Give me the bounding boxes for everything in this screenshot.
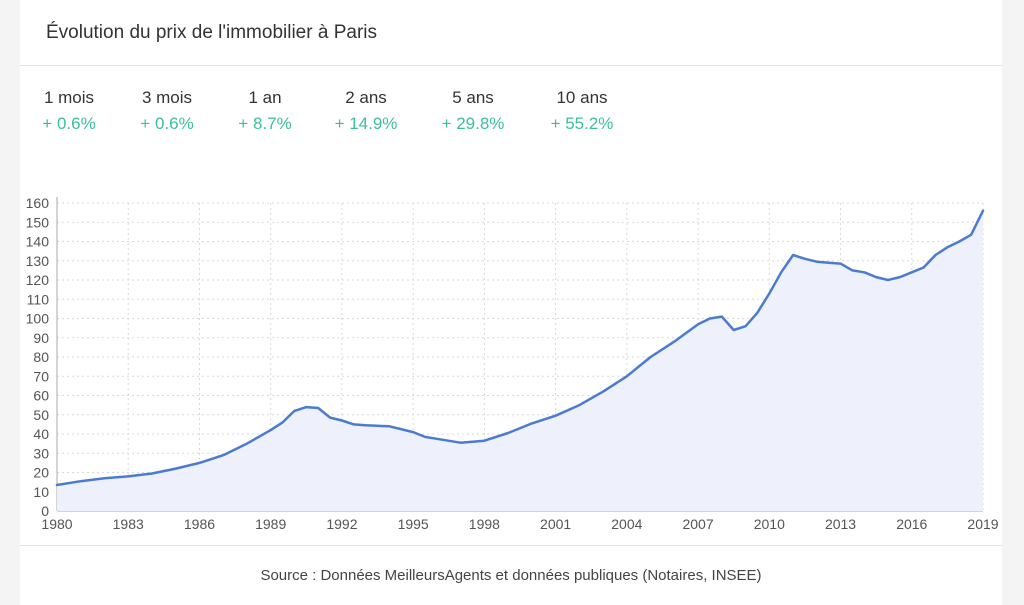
- stat-value: + 55.2%: [550, 114, 614, 133]
- chart-container: 0 10 20 30 40 50 60 70 80 90 100 110 120 130 140 150 160…: [26, 195, 999, 532]
- stat-10-years: 10 ans + 55.2%: [551, 88, 614, 134]
- x-tick-label: 1989: [255, 516, 286, 532]
- stat-value: + 29.8%: [441, 114, 505, 133]
- price-chart: 0 10 20 30 40 50 60 70 80 90 100 110 120 130 140 150 160…: [26, 195, 999, 532]
- series-line: [55, 209, 985, 487]
- x-tick-label: 1992: [326, 516, 357, 532]
- stat-5-years: 5 ans + 29.8%: [442, 88, 505, 134]
- y-tick-label: 10: [33, 484, 49, 500]
- y-tick-label: 140: [26, 234, 50, 250]
- x-tick-label: 2007: [682, 516, 713, 532]
- y-tick-label: 60: [33, 388, 49, 404]
- stat-value: + 0.6%: [42, 114, 96, 133]
- stat-value: + 0.6%: [140, 114, 194, 133]
- stat-1-year: 1 an + 8.7%: [238, 88, 291, 134]
- price-evolution-card: Évolution du prix de l'immobilier à Pari…: [20, 0, 1002, 605]
- series-area: [57, 210, 983, 511]
- y-tick-label: 0: [41, 503, 49, 519]
- y-tick-label: 90: [33, 330, 49, 346]
- x-tick-label: 1998: [469, 516, 500, 532]
- footer-divider: [20, 545, 1002, 546]
- stat-value: + 8.7%: [238, 114, 292, 133]
- x-tick-label: 2004: [611, 516, 642, 532]
- x-tick-label: 1995: [398, 516, 429, 532]
- x-tick-label: 1986: [184, 516, 215, 532]
- source-note: Source : Données MeilleursAgents et donn…: [260, 567, 762, 584]
- stat-label: 1 mois: [43, 88, 95, 107]
- y-tick-label: 40: [33, 426, 49, 442]
- stat-label: 2 ans: [345, 88, 387, 107]
- y-tick-label: 70: [33, 368, 49, 384]
- stat-value: + 14.9%: [334, 114, 398, 133]
- x-tick-label: 1983: [113, 516, 144, 532]
- stat-label: 5 ans: [452, 88, 494, 107]
- x-tick-label: 2019: [967, 516, 998, 532]
- stat-3-months: 3 mois + 0.6%: [140, 88, 193, 134]
- x-tick-label: 2013: [825, 516, 856, 532]
- y-tick-label: 160: [26, 195, 50, 211]
- page-title: Évolution du prix de l'immobilier à Pari…: [46, 21, 377, 43]
- y-tick-label: 100: [26, 311, 50, 327]
- y-tick-label: 30: [33, 445, 49, 461]
- y-tick-label: 80: [33, 349, 49, 365]
- stat-label: 1 an: [248, 88, 282, 107]
- y-tick-label: 50: [33, 407, 49, 423]
- x-tick-label: 1980: [41, 516, 72, 532]
- stat-1-month: 1 mois + 0.6%: [42, 88, 95, 134]
- x-tick-label: 2016: [896, 516, 927, 532]
- period-stats: 1 mois + 0.6% 3 mois + 0.6% 1 an + 8.7% …: [20, 88, 1002, 144]
- stat-label: 10 ans: [556, 88, 608, 107]
- y-tick-label: 150: [26, 214, 50, 230]
- x-tick-label: 2010: [754, 516, 785, 532]
- card-header: Évolution du prix de l'immobilier à Pari…: [20, 0, 1002, 66]
- stat-label: 3 mois: [141, 88, 193, 107]
- y-tick-label: 130: [26, 253, 50, 269]
- y-tick-label: 120: [26, 272, 50, 288]
- y-tick-label: 20: [33, 465, 49, 481]
- stat-2-years: 2 ans + 14.9%: [335, 88, 398, 134]
- x-tick-label: 2001: [540, 516, 571, 532]
- y-tick-label: 110: [27, 291, 50, 307]
